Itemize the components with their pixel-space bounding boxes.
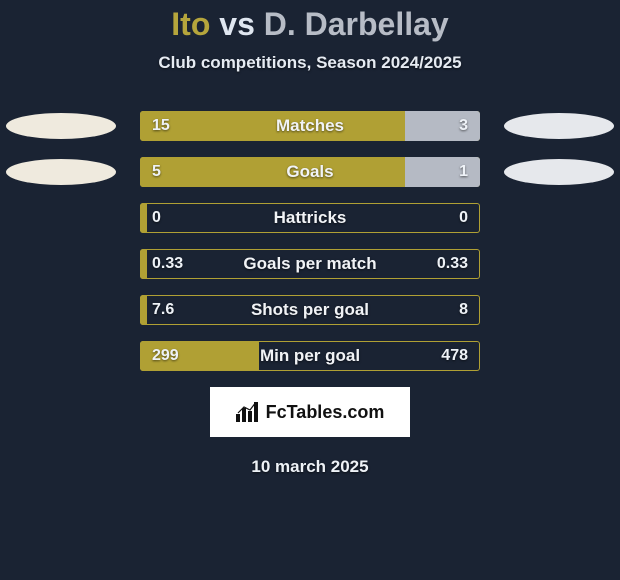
stat-bar-right: [405, 157, 480, 187]
title: Ito vs D. Darbellay: [0, 6, 620, 43]
stats-list: Matches153Goals51Hattricks00Goals per ma…: [0, 111, 620, 371]
stat-row: Goals per match0.330.33: [0, 249, 620, 279]
stat-value-left: 0: [152, 203, 161, 233]
logo-text: FcTables.com: [266, 402, 385, 423]
stat-row: Matches153: [0, 111, 620, 141]
stat-bar: [140, 111, 480, 141]
stat-bar-left: [140, 203, 147, 233]
stat-bar: [140, 341, 480, 371]
title-player2: D. Darbellay: [264, 6, 449, 42]
subtitle: Club competitions, Season 2024/2025: [0, 53, 620, 73]
stat-bar-left: [140, 249, 147, 279]
player2-badge: [504, 159, 614, 185]
stat-value-right: 0.33: [437, 249, 468, 279]
stat-bar: [140, 203, 480, 233]
stat-row: Shots per goal7.68: [0, 295, 620, 325]
stat-row: Hattricks00: [0, 203, 620, 233]
stat-value-right: 0: [459, 203, 468, 233]
player2-badge: [504, 113, 614, 139]
stat-value-right: 1: [459, 157, 468, 187]
stat-bar: [140, 295, 480, 325]
stat-row: Min per goal299478: [0, 341, 620, 371]
stat-value-right: 8: [459, 295, 468, 325]
player1-badge: [6, 113, 116, 139]
stat-bar-right: [405, 111, 480, 141]
title-vs: vs: [219, 6, 255, 42]
stat-value-left: 15: [152, 111, 170, 141]
player1-badge: [6, 159, 116, 185]
stat-bar-left: [140, 295, 147, 325]
barchart-icon: [236, 402, 260, 422]
stat-row: Goals51: [0, 157, 620, 187]
stat-value-left: 7.6: [152, 295, 174, 325]
stat-bar-left: [140, 157, 405, 187]
comparison-card: Ito vs D. Darbellay Club competitions, S…: [0, 0, 620, 477]
date-text: 10 march 2025: [0, 457, 620, 477]
stat-bar: [140, 249, 480, 279]
stat-value-left: 299: [152, 341, 179, 371]
stat-value-left: 5: [152, 157, 161, 187]
stat-value-right: 3: [459, 111, 468, 141]
stat-value-right: 478: [441, 341, 468, 371]
stat-value-left: 0.33: [152, 249, 183, 279]
title-player1: Ito: [171, 6, 210, 42]
stat-bar-left: [140, 111, 405, 141]
logo-box[interactable]: FcTables.com: [210, 387, 410, 437]
stat-bar: [140, 157, 480, 187]
